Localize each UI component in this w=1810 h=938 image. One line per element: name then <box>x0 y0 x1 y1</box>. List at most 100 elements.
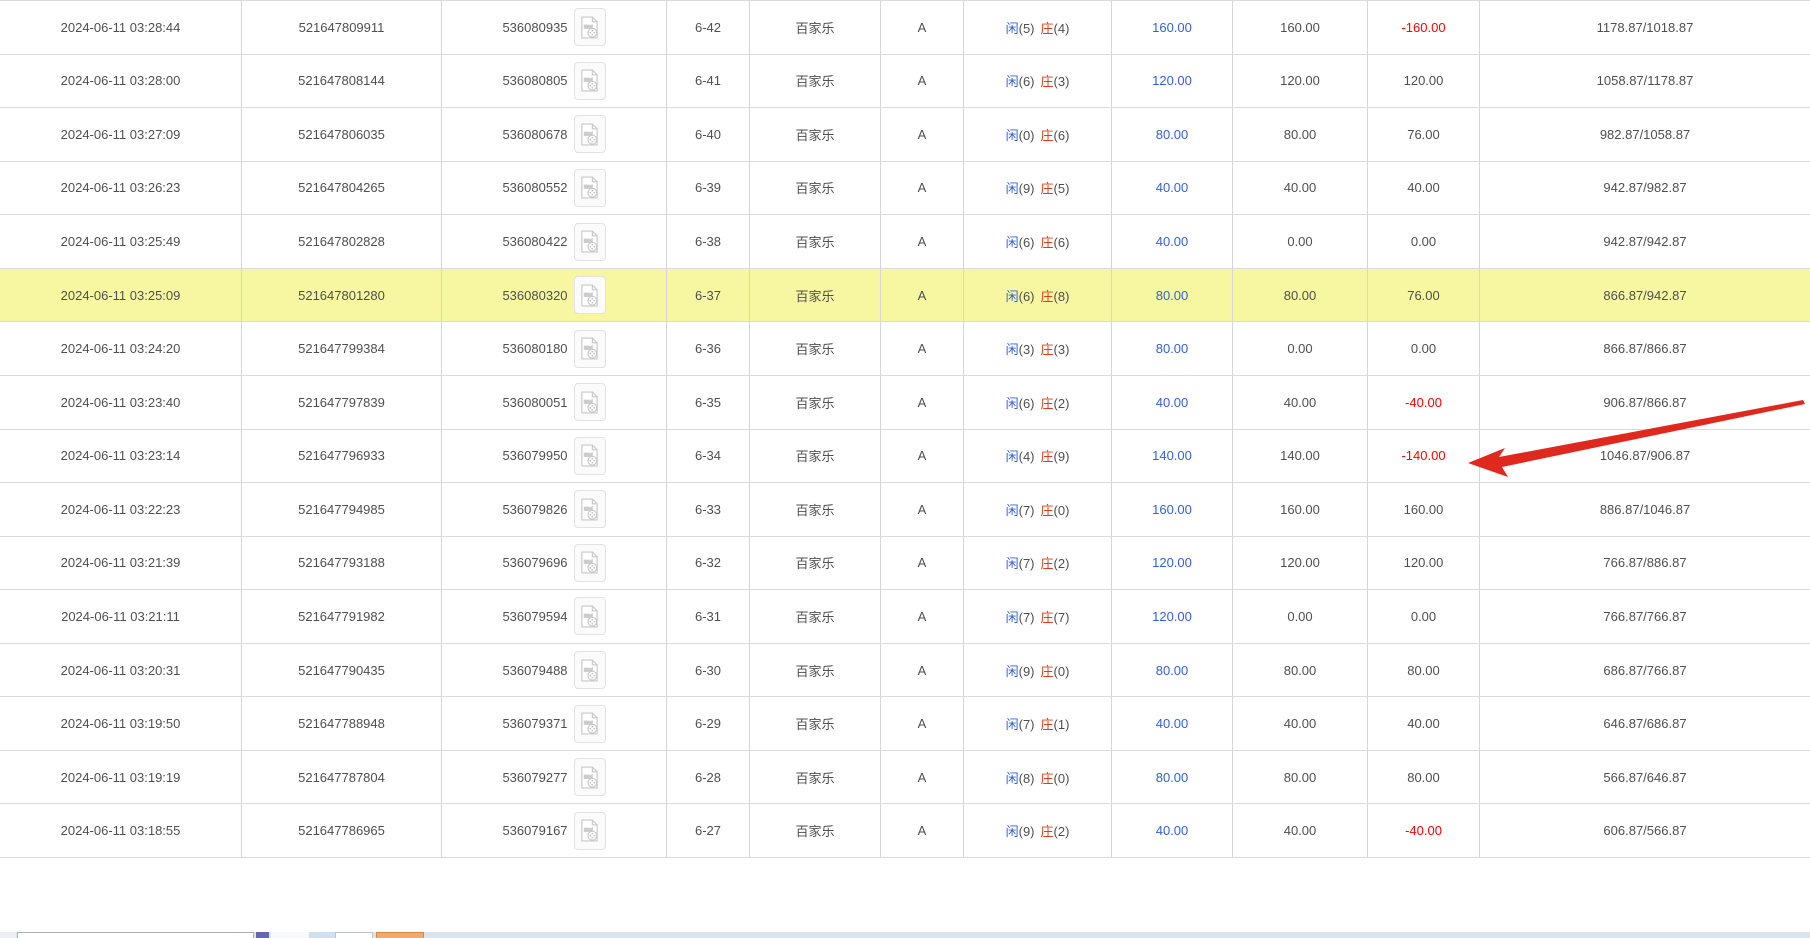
banker-label: 庄 <box>1040 20 1054 36</box>
footer-icon-button[interactable] <box>256 932 269 938</box>
cell-balance: 866.87/942.87 <box>1603 287 1687 303</box>
cell-bet-amount: 40.00 <box>1112 697 1233 750</box>
cell-table: A <box>881 643 964 697</box>
table-row[interactable]: 2024-06-11 03:26:23 521647804265 5360805… <box>0 161 1810 216</box>
cell-time: 2024-06-11 03:24:20 <box>0 322 242 375</box>
table-row[interactable]: 2024-06-11 03:19:50 521647788948 5360793… <box>0 697 1810 751</box>
cell-result: 闲(6) 庄(8) <box>964 268 1112 322</box>
video-playback-button[interactable] <box>573 490 606 529</box>
table-row[interactable]: 2024-06-11 03:27:09 521647806035 5360806… <box>0 108 1810 162</box>
video-playback-button[interactable] <box>573 222 606 261</box>
player-points: (9) <box>1018 181 1035 197</box>
cell-time: 2024-06-11 03:26:23 <box>0 161 242 215</box>
cell-result: 闲(7) 庄(2) <box>964 536 1112 590</box>
table-row[interactable]: 2024-06-11 03:18:55 521647786965 5360791… <box>0 804 1810 858</box>
cell-table: A <box>881 483 964 536</box>
table-row[interactable]: 2024-06-11 03:28:00 521647808144 5360808… <box>0 54 1810 109</box>
table-row[interactable]: 2024-06-11 03:25:09 521647801280 5360803… <box>0 268 1810 323</box>
cell-game-type: 百家乐 <box>750 322 881 375</box>
banker-label: 庄 <box>1040 181 1054 197</box>
table-row[interactable]: 2024-06-11 03:19:19 521647787804 5360792… <box>0 750 1810 805</box>
video-playback-button[interactable] <box>573 115 606 154</box>
video-playback-button[interactable] <box>573 436 606 475</box>
player-result: 闲(9) <box>1006 821 1035 840</box>
player-points: (6) <box>1018 288 1035 304</box>
player-label: 闲 <box>1005 717 1019 733</box>
cell-bet-id: 521647794985 <box>242 483 442 536</box>
video-playback-button[interactable] <box>573 168 606 207</box>
video-playback-button[interactable] <box>573 704 606 743</box>
round-id-text: 536079950 <box>502 448 568 464</box>
video-playback-button[interactable] <box>573 543 606 582</box>
round-id-text: 536080180 <box>502 341 568 357</box>
banker-points: (7) <box>1053 609 1070 625</box>
footer-page-button-active[interactable] <box>376 932 424 938</box>
cell-game-type: 百家乐 <box>750 697 881 750</box>
round-id-text: 536080935 <box>502 19 568 35</box>
cell-round-id: 536079167 <box>442 804 667 857</box>
video-playback-button[interactable] <box>573 597 606 636</box>
cell-game-type: 百家乐 <box>750 268 881 322</box>
cell-result: 闲(8) 庄(0) <box>964 750 1112 804</box>
player-points: (4) <box>1018 449 1035 465</box>
video-playback-button[interactable] <box>573 329 606 368</box>
cell-time: 2024-06-11 03:21:11 <box>0 590 242 643</box>
player-label: 闲 <box>1005 449 1019 465</box>
cell-bet-id: 521647799384 <box>242 322 442 375</box>
cell-round-id: 536080180 <box>442 322 667 375</box>
player-points: (7) <box>1018 502 1035 518</box>
table-row[interactable]: 2024-06-11 03:23:14 521647796933 5360799… <box>0 429 1810 484</box>
cell-round-no: 6-36 <box>667 322 750 375</box>
round-id-text: 536079371 <box>502 716 568 732</box>
cell-balance: 566.87/646.87 <box>1603 769 1687 785</box>
banker-points: (8) <box>1053 288 1070 304</box>
banker-result: 庄(8) <box>1041 286 1070 305</box>
table-row[interactable]: 2024-06-11 03:21:11 521647791982 5360795… <box>0 590 1810 644</box>
cell-bet-amount: 80.00 <box>1112 108 1233 161</box>
banker-points: (3) <box>1053 342 1070 358</box>
banker-label: 庄 <box>1040 449 1054 465</box>
banker-label: 庄 <box>1040 342 1054 358</box>
table-row[interactable]: 2024-06-11 03:22:23 521647794985 5360798… <box>0 483 1810 537</box>
table-row[interactable]: 2024-06-11 03:20:31 521647790435 5360794… <box>0 643 1810 698</box>
footer-input[interactable] <box>17 932 254 938</box>
video-file-icon <box>581 498 598 521</box>
footer-page-button[interactable] <box>335 932 373 938</box>
cell-win-loss: -140.00 <box>1368 429 1480 483</box>
video-playback-button[interactable] <box>573 758 606 797</box>
video-playback-button[interactable] <box>573 811 606 850</box>
banker-label: 庄 <box>1040 74 1054 90</box>
banker-result: 庄(2) <box>1041 553 1070 572</box>
table-row[interactable]: 2024-06-11 03:23:40 521647797839 5360800… <box>0 375 1810 430</box>
cell-bet-amount: 80.00 <box>1112 268 1233 322</box>
video-playback-button[interactable] <box>573 651 606 690</box>
table-row[interactable]: 2024-06-11 03:24:20 521647799384 5360801… <box>0 322 1810 376</box>
cell-result: 闲(7) 庄(0) <box>964 483 1112 536</box>
cell-valid-amount: 140.00 <box>1233 429 1368 483</box>
table-row[interactable]: 2024-06-11 03:25:49 521647802828 5360804… <box>0 215 1810 269</box>
player-label: 闲 <box>1005 609 1019 625</box>
banker-label: 庄 <box>1040 663 1054 679</box>
cell-table: A <box>881 375 964 429</box>
cell-balance: 606.87/566.87 <box>1603 823 1687 839</box>
player-result: 闲(8) <box>1006 768 1035 787</box>
cell-time: 2024-06-11 03:21:39 <box>0 536 242 590</box>
video-playback-button[interactable] <box>573 276 606 315</box>
cell-result: 闲(0) 庄(6) <box>964 108 1112 161</box>
cell-balance: 1046.87/906.87 <box>1599 448 1691 464</box>
cell-balance: 1058.87/1178.87 <box>1596 73 1694 89</box>
cell-bet-id: 521647802828 <box>242 215 442 268</box>
table-row[interactable]: 2024-06-11 03:21:39 521647793188 5360796… <box>0 536 1810 591</box>
video-playback-button[interactable] <box>573 8 606 47</box>
banker-result: 庄(0) <box>1041 500 1070 519</box>
banker-result: 庄(2) <box>1041 821 1070 840</box>
video-file-icon <box>581 605 598 628</box>
cell-bet-amount: 160.00 <box>1112 1 1233 54</box>
table-row[interactable]: 2024-06-11 03:28:44 521647809911 5360809… <box>0 1 1810 55</box>
cell-round-no: 6-29 <box>667 697 750 750</box>
video-playback-button[interactable] <box>573 61 606 100</box>
video-file-icon <box>581 16 598 39</box>
player-result: 闲(3) <box>1006 339 1035 358</box>
banker-result: 庄(5) <box>1041 178 1070 197</box>
video-playback-button[interactable] <box>573 383 606 422</box>
